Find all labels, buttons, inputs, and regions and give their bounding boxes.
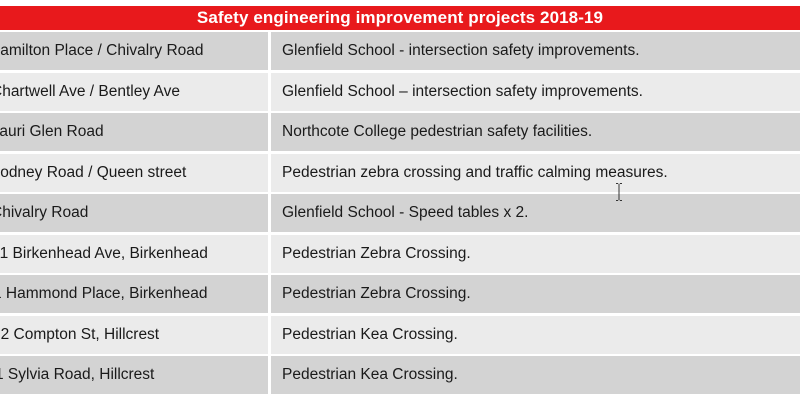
location-cell: Chivalry Road bbox=[0, 194, 268, 232]
location-cell: Hamilton Place / Chivalry Road bbox=[0, 32, 268, 70]
project-cell: Glenfield School - Speed tables x 2. bbox=[271, 194, 800, 232]
location-cell: 21 Birkenhead Ave, Birkenhead bbox=[0, 234, 268, 273]
location-cell: Chartwell Ave / Bentley Ave bbox=[0, 72, 268, 111]
table-row: Kauri Glen Road Northcote College pedest… bbox=[0, 113, 800, 151]
location-cell: 1 Hammond Place, Birkenhead bbox=[0, 275, 268, 313]
projects-table: Hamilton Place / Chivalry Road Glenfield… bbox=[0, 32, 800, 397]
table-title: Safety engineering improvement projects … bbox=[0, 6, 800, 30]
table-row: 22 Compton St, Hillcrest Pedestrian Kea … bbox=[0, 315, 800, 354]
table-row: Rodney Road / Queen street Pedestrian ze… bbox=[0, 153, 800, 192]
location-cell: Kauri Glen Road bbox=[0, 113, 268, 151]
table-row: Chivalry Road Glenfield School - Speed t… bbox=[0, 194, 800, 232]
location-cell: 22 Compton St, Hillcrest bbox=[0, 315, 268, 354]
table-row: 1 Hammond Place, Birkenhead Pedestrian Z… bbox=[0, 275, 800, 313]
location-cell: Rodney Road / Queen street bbox=[0, 153, 268, 192]
table-row: Hamilton Place / Chivalry Road Glenfield… bbox=[0, 32, 800, 70]
table-row: 21 Birkenhead Ave, Birkenhead Pedestrian… bbox=[0, 234, 800, 273]
table-row: 1 Sylvia Road, Hillcrest Pedestrian Kea … bbox=[0, 356, 800, 394]
project-cell: Pedestrian Zebra Crossing. bbox=[271, 275, 800, 313]
project-cell: Pedestrian zebra crossing and traffic ca… bbox=[271, 153, 800, 192]
project-cell: Pedestrian Kea Crossing. bbox=[271, 315, 800, 354]
project-cell: Glenfield School – intersection safety i… bbox=[271, 72, 800, 111]
project-cell: Pedestrian Kea Crossing. bbox=[271, 356, 800, 394]
text-cursor-ibeam-icon bbox=[616, 183, 622, 201]
project-cell: Pedestrian Zebra Crossing. bbox=[271, 234, 800, 273]
location-cell: 1 Sylvia Road, Hillcrest bbox=[0, 356, 268, 394]
table-row: Chartwell Ave / Bentley Ave Glenfield Sc… bbox=[0, 72, 800, 111]
project-cell: Glenfield School - intersection safety i… bbox=[271, 32, 800, 70]
project-cell: Northcote College pedestrian safety faci… bbox=[271, 113, 800, 151]
